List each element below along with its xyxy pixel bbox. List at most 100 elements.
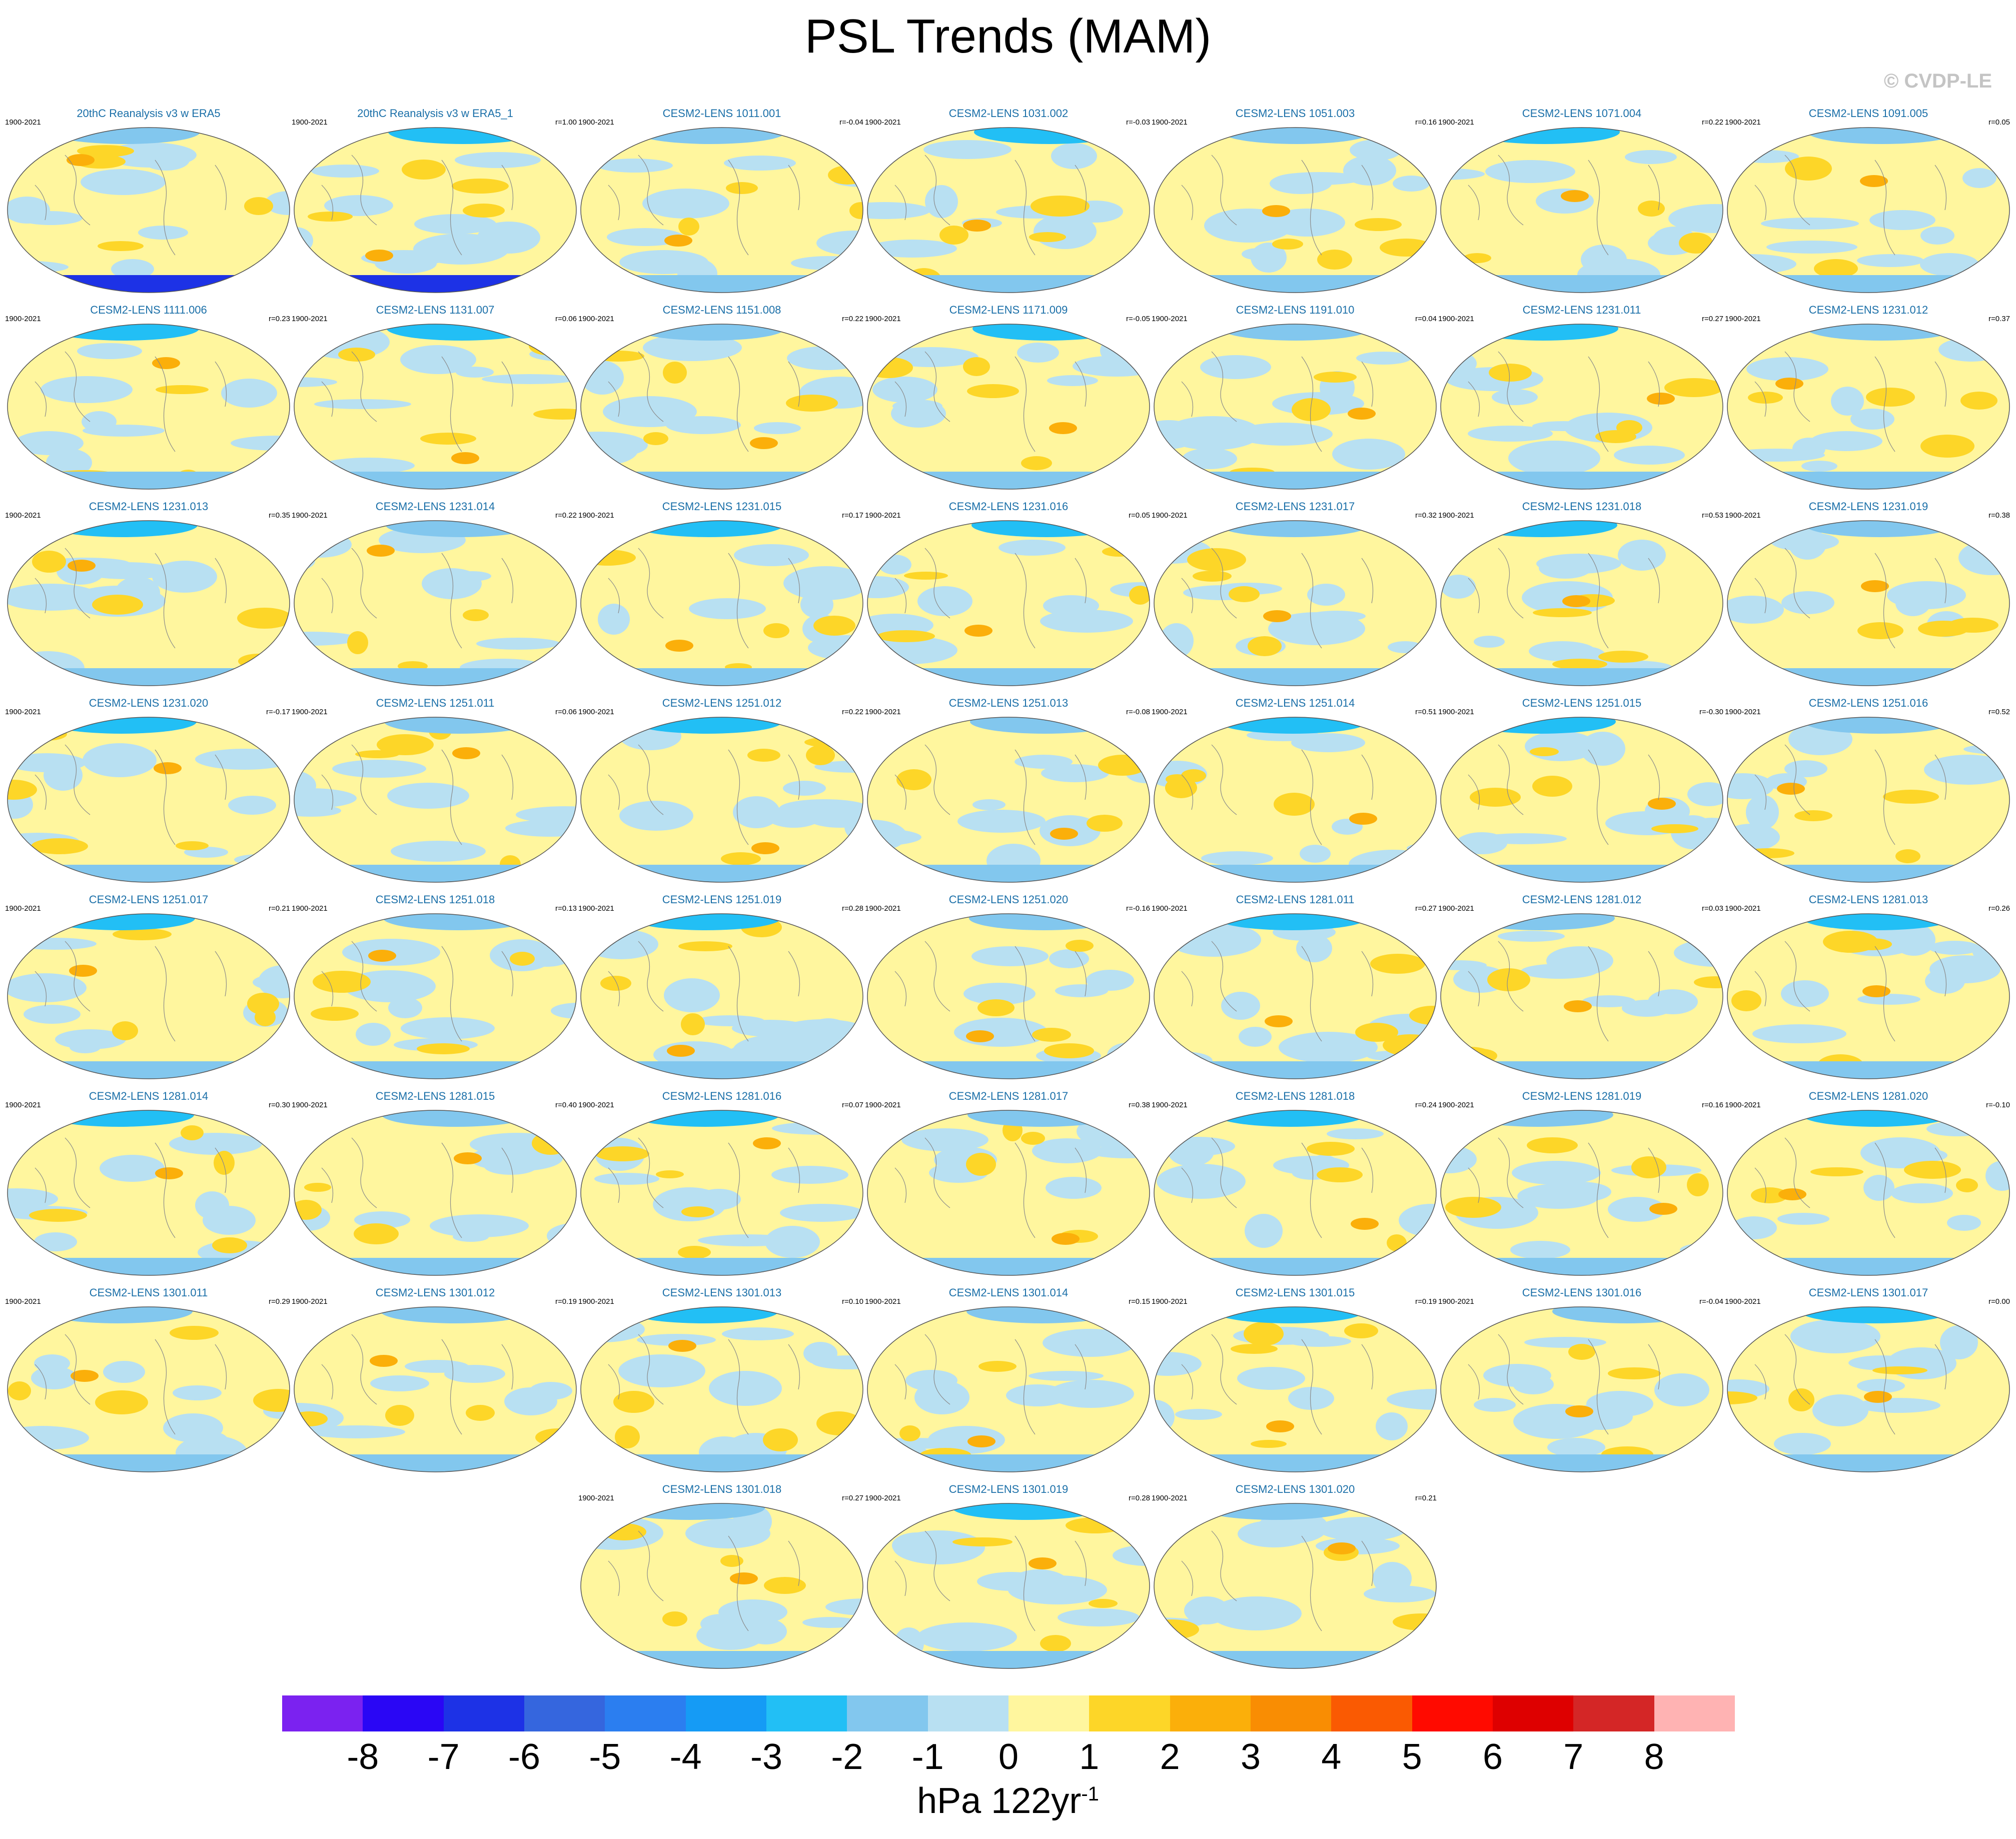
trend-contour (867, 458, 904, 484)
colorbar-label: 3 (1240, 1737, 1261, 1777)
trend-contour (1727, 1061, 2009, 1079)
trend-contour (1456, 832, 1507, 854)
panel-period: 1900-2021 (1152, 708, 1188, 716)
trend-contour (388, 128, 538, 144)
trend-contour (1727, 1379, 1769, 1398)
units-exponent: -1 (1081, 1783, 1099, 1805)
trend-contour (1864, 1391, 1892, 1403)
trend-contour (1972, 1320, 2000, 1329)
coastline (1754, 941, 1946, 1042)
trend-contour (1328, 1542, 1356, 1554)
trend-contour (354, 1223, 399, 1244)
trend-contour (780, 1204, 863, 1222)
panel-period: 1900-2021 (292, 1297, 328, 1306)
trend-contour (1654, 1373, 1709, 1406)
robinson-map (867, 1503, 1150, 1669)
trend-contour (598, 604, 630, 635)
trend-contour (1800, 1307, 1950, 1323)
trend-contour (849, 202, 863, 219)
trend-contour (1201, 1503, 1351, 1520)
trend-contour (1638, 201, 1665, 217)
trend-contour (1561, 190, 1589, 202)
robinson-map (867, 913, 1150, 1079)
map-outline (867, 717, 1150, 883)
trend-contour (764, 1577, 806, 1594)
panel-period: 1900-2021 (1152, 315, 1188, 323)
robinson-map (294, 324, 577, 490)
map-panel: CESM2-LENS 1051.003 1900-2021 r=0.16 (1152, 105, 1439, 295)
trend-contour (1044, 1043, 1094, 1058)
trend-contour (595, 1146, 649, 1161)
trend-contour (678, 941, 732, 951)
coastline (1181, 548, 1373, 649)
coastline (321, 548, 513, 649)
map-panel: CESM2-LENS 1251.013 1900-2021 r=-0.08 (865, 695, 1152, 885)
robinson-map (1440, 1110, 1723, 1276)
trend-contour (8, 1381, 31, 1400)
trend-contour (1441, 575, 1476, 599)
robinson-map (1727, 324, 2010, 490)
trend-contour (1527, 1137, 1578, 1153)
trend-contour (967, 384, 1019, 398)
trend-contour (212, 1237, 247, 1253)
panel-title: CESM2-LENS 1301.019 (948, 1483, 1069, 1495)
trend-contour (581, 1651, 863, 1668)
panel-correlation: r=0.40 (555, 1101, 577, 1109)
map-panel: CESM2-LENS 1301.020 1900-2021 r=0.21 (1152, 1481, 1439, 1671)
panel-correlation: r=0.26 (1988, 904, 2010, 913)
trend-contour (1831, 387, 1864, 416)
robinson-map (580, 1110, 863, 1276)
colorbar-label: 6 (1482, 1737, 1503, 1777)
coastline (1181, 941, 1373, 1042)
trend-contour (1784, 760, 1827, 777)
trend-contour (367, 545, 395, 557)
trend-contour (1296, 934, 1332, 962)
colorbar-box (1654, 1695, 1735, 1731)
trend-contour (1731, 1216, 1777, 1239)
panel-title: CESM2-LENS 1231.017 (1235, 500, 1355, 513)
map-panel: 20thC Reanalysis v3 w ERA5_1 1900-2021 r=1… (292, 105, 579, 295)
trend-contour (1857, 622, 1903, 639)
trend-contour (1790, 1319, 1880, 1353)
coastline (1181, 1334, 1373, 1435)
trend-contour (1512, 1161, 1601, 1185)
trend-contour (1860, 175, 1888, 187)
trend-contour (1727, 656, 1757, 669)
panel-correlation: r=0.16 (1415, 118, 1437, 127)
panel-title: CESM2-LENS 1281.011 (1236, 893, 1355, 906)
panel-title: CESM2-LENS 1301.018 (662, 1483, 782, 1495)
colorbar-box (282, 1695, 363, 1731)
robinson-map (294, 1306, 577, 1472)
trend-contour (8, 584, 101, 611)
panel-period: 1900-2021 (292, 904, 328, 913)
trend-contour (1929, 941, 1980, 955)
trend-contour (156, 385, 209, 394)
map-outline (580, 520, 863, 686)
trend-contour (1318, 1517, 1407, 1541)
trend-contour (516, 806, 576, 823)
trend-contour (98, 241, 144, 251)
panel-correlation: r=0.28 (1129, 1494, 1150, 1502)
trend-contour (581, 1061, 863, 1079)
panel-period: 1900-2021 (1438, 1297, 1474, 1306)
trend-contour (8, 472, 290, 489)
panel-period: 1900-2021 (1725, 708, 1761, 716)
trend-contour (1265, 1015, 1293, 1027)
map-panel: CESM2-LENS 1301.016 1900-2021 r=-0.04 (1438, 1284, 1725, 1474)
map-panel: CESM2-LENS 1281.018 1900-2021 r=0.24 (1152, 1088, 1439, 1278)
map-panel: CESM2-LENS 1301.012 1900-2021 r=0.19 (292, 1284, 579, 1474)
robinson-map (867, 1110, 1150, 1276)
trend-contour (813, 616, 855, 636)
panel-correlation: r=0.19 (1415, 1297, 1437, 1306)
trend-contour (666, 416, 741, 434)
panel-correlation: r=0.30 (269, 1101, 290, 1109)
trend-contour (1387, 1389, 1436, 1410)
trend-contour (113, 928, 172, 940)
colorbar-box (1331, 1695, 1412, 1731)
trend-contour (1154, 472, 1436, 489)
trend-contour (618, 1354, 705, 1387)
panel-correlation: r=0.27 (1702, 315, 1723, 323)
map-outline (867, 520, 1150, 686)
coastline (608, 155, 800, 256)
trend-contour (1029, 232, 1066, 242)
